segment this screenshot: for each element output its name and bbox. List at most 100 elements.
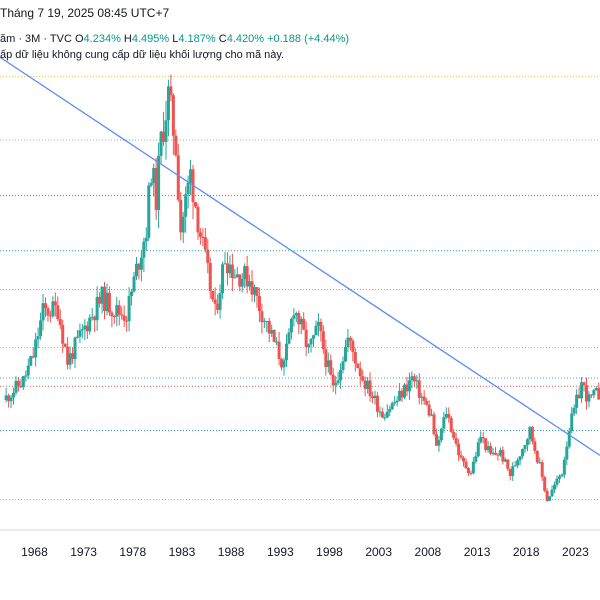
candle-body-64 [162,131,166,142]
candle-body-220 [545,490,549,501]
candle-body-69 [174,135,178,156]
candle-body-101 [253,287,257,295]
candle-body-106 [265,320,269,322]
candle-body-230 [570,413,574,432]
candle-body-54 [137,263,141,270]
symbol-label[interactable]: ăm · 3M · TVC [0,33,72,45]
candle-body-36 [93,316,97,321]
candle-body-91 [228,264,232,274]
candle-body-186 [462,457,466,462]
candle-body-104 [260,311,264,323]
candle-body-150 [373,395,377,399]
candle-body-0 [4,395,8,401]
candle-body-61 [154,168,158,210]
candle-body-105 [262,321,266,323]
candle-body-84 [211,290,215,300]
candle-body-157 [390,403,394,410]
candle-body-214 [530,426,534,442]
candle-body-33 [85,325,89,332]
candle-body-19 [51,301,55,317]
candle-body-34 [88,317,92,332]
candle-body-71 [179,199,183,233]
low-value: 4.187% [178,33,216,45]
candle-body-121 [302,318,306,330]
candle-body-65 [164,120,168,142]
candle-body-49 [125,320,129,322]
candle-body-9 [26,365,30,376]
candle-body-144 [358,368,362,377]
x-tick-label-11: 2023 [562,545,589,559]
candle-body-172 [427,404,431,416]
chart-header: Tháng 7 19, 2025 08:45 UTC+7 [0,6,169,20]
candle-body-224 [555,478,559,485]
candle-body-80 [201,237,205,239]
candle-body-219 [543,477,547,491]
candle-body-210 [521,449,525,457]
candle-body-127 [316,321,320,326]
candle-body-26 [68,353,72,365]
open-value: 4.234% [83,33,121,45]
candle-body-138 [343,347,347,362]
candle-body-98 [245,266,249,287]
candle-body-156 [388,409,392,412]
candle-body-241 [597,388,600,400]
candle-body-70 [176,155,180,200]
open-label: O [74,33,84,45]
trendline[interactable] [0,56,600,456]
candle-body-15 [41,303,45,321]
candle-body-146 [363,380,367,389]
close-label: C [218,33,227,45]
candle-body-58 [147,185,151,238]
candle-body-126 [314,325,318,336]
candle-body-160 [398,390,402,401]
candle-body-57 [144,237,148,242]
candle-body-184 [457,443,461,456]
candle-body-191 [474,456,478,462]
candle-body-43 [110,312,114,317]
candle-body-148 [368,380,372,397]
high-label: H [123,33,132,45]
candle-body-118 [294,313,298,316]
x-tick-label-1: 1973 [70,545,97,559]
candle-body-189 [469,473,473,475]
candle-body-8 [24,375,28,377]
candle-body-216 [535,450,539,463]
candle-body-130 [324,349,328,367]
candle-body-151 [375,395,379,412]
candle-body-143 [356,363,360,369]
candle-body-171 [425,400,429,405]
candle-body-155 [385,411,389,418]
candle-body-68 [171,95,175,136]
candle-body-198 [491,452,495,454]
candle-body-82 [206,249,210,264]
candle-body-226 [560,474,564,477]
candle-body-195 [484,438,488,451]
candle-body-190 [471,461,475,474]
candle-body-169 [420,396,424,398]
x-tick-label-2: 1978 [119,545,146,559]
candle-body-94 [235,274,239,278]
candle-body-99 [248,281,252,287]
candle-body-237 [587,394,591,402]
candle-body-31 [80,329,84,331]
candle-body-135 [336,380,340,384]
candle-body-53 [134,263,138,277]
candle-body-52 [132,276,136,292]
candle-body-7 [21,376,25,388]
candle-body-202 [501,450,505,462]
candle-body-192 [476,442,480,457]
candle-body-209 [518,456,522,461]
candle-body-6 [19,386,23,388]
candle-body-225 [557,476,561,479]
candle-body-5 [16,380,20,387]
candle-body-233 [577,394,581,399]
candle-body-73 [184,194,188,217]
candle-body-229 [567,431,571,447]
candle-body-88 [221,264,225,294]
candle-body-114 [284,343,288,361]
candle-body-196 [486,445,490,451]
candle-body-152 [378,411,382,413]
candle-body-109 [272,330,276,342]
candle-body-79 [198,232,202,238]
